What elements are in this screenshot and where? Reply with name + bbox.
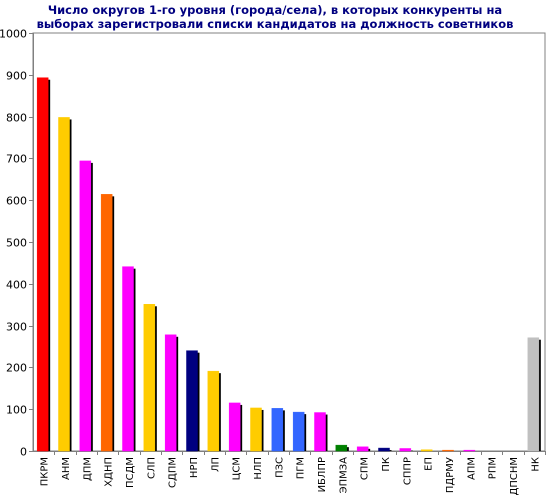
x-tick-labels: ПКРМ АНМ ДПМ ХДНП ПСДМ СЛП СДПМ НРП ЛП ЦСМ НЛП ПЗС П… — [40, 457, 542, 496]
bars — [36, 77, 541, 452]
plot-area — [32, 32, 546, 452]
bar — [399, 448, 412, 452]
x-tick-label: ПГМ — [296, 457, 307, 479]
x-tick-label: АПМ — [466, 457, 477, 480]
chart-title: Число округов 1-го уровня (города/села),… — [36, 3, 514, 31]
y-tick-label: 0 — [20, 446, 27, 459]
bar — [292, 411, 305, 452]
y-tick-label: 700 — [6, 153, 27, 166]
y-tick-label: 300 — [6, 321, 27, 334]
y-tick-label: 400 — [6, 279, 27, 292]
y-tick-label: 200 — [6, 362, 27, 375]
x-tick-label: НРП — [189, 457, 200, 478]
y-tick-label: 500 — [6, 237, 27, 250]
x-tick-label: ПЗС — [274, 457, 285, 478]
x-tick-label: ДПСНМ — [509, 457, 520, 495]
y-tick-label: 600 — [6, 195, 27, 208]
x-tick-label: ПКРМ — [40, 457, 51, 486]
x-tick-label: ПСДМ — [125, 457, 136, 488]
x-tick-label: ХДНП — [104, 457, 115, 487]
bar — [463, 449, 476, 452]
x-tick-label: СПМ — [360, 457, 371, 480]
x-tick-label: АНМ — [61, 457, 72, 480]
bar — [143, 304, 156, 452]
bar — [250, 407, 262, 452]
x-tick-label: РПМ — [488, 457, 499, 479]
x-tick-label: ЦСМ — [232, 457, 243, 480]
x-tick-label: ПДРМУ — [445, 457, 456, 493]
bar — [58, 117, 70, 452]
y-tick-label: 1000 — [0, 28, 27, 41]
x-tick-label: СППР — [402, 457, 413, 485]
bar — [100, 194, 113, 452]
x-tick-label: НЛП — [253, 457, 264, 480]
bar — [79, 160, 92, 452]
x-tick-label: ДПМ — [82, 457, 93, 481]
y-tick-label: 800 — [6, 112, 27, 125]
bar — [335, 444, 348, 452]
bar — [420, 449, 433, 452]
bar — [228, 402, 241, 452]
axes — [29, 32, 546, 455]
bar — [271, 408, 284, 452]
y-tick-label: 900 — [6, 70, 27, 83]
bar — [527, 337, 540, 452]
bar — [36, 77, 49, 452]
x-tick-label: ЕП — [424, 457, 435, 471]
bar — [186, 350, 198, 452]
bar — [378, 447, 390, 452]
bar — [164, 334, 177, 452]
bar — [207, 370, 220, 452]
bar — [314, 412, 326, 452]
x-tick-label: СЛП — [146, 457, 157, 479]
x-tick-label: СДПМ — [168, 457, 179, 488]
x-tick-label: ЛП — [210, 457, 221, 472]
y-tick-labels: 0 100 200 300 400 500 600 700 800 900 1000 — [0, 28, 27, 459]
x-tick-label: ЭПМЗА — [338, 457, 349, 494]
bar — [356, 446, 369, 452]
bar — [442, 449, 454, 452]
x-tick-label: НК — [530, 457, 541, 472]
x-tick-label: ИБЛПР — [317, 457, 328, 492]
x-tick-label: ПК — [381, 457, 392, 472]
bar — [122, 266, 134, 452]
y-tick-label: 100 — [6, 404, 27, 417]
